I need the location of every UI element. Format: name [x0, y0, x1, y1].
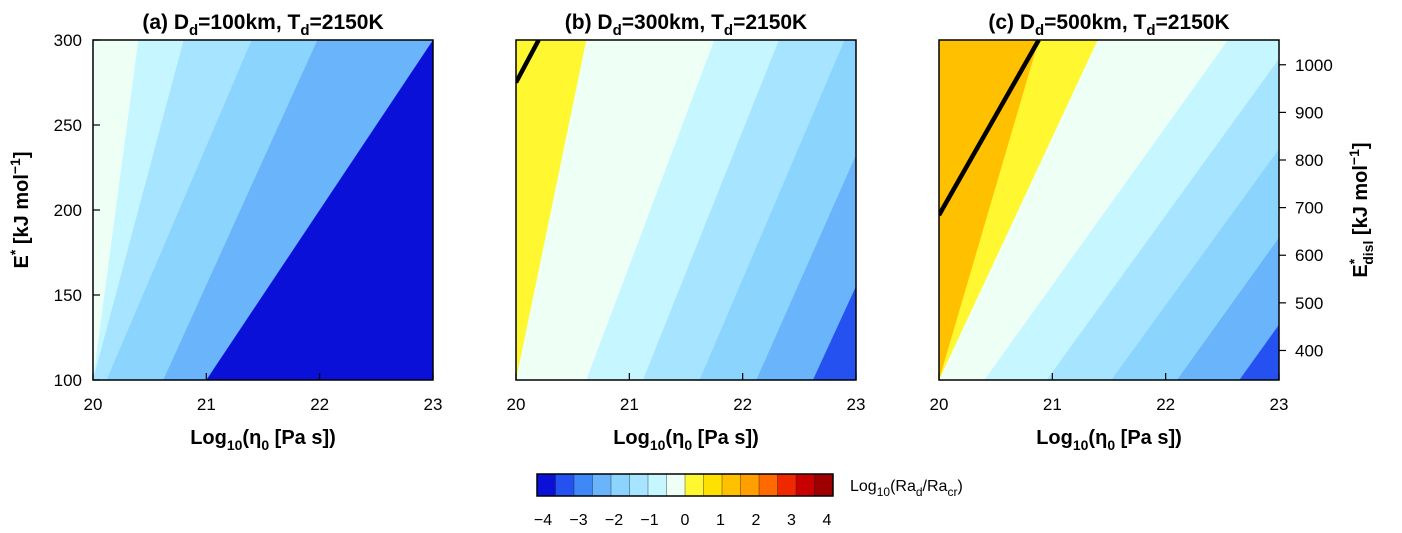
- colorbar-swatch: [795, 473, 815, 497]
- zero-contour-line: [939, 40, 1041, 217]
- colorbar-tick-label: −1: [640, 512, 658, 529]
- panel-b-heatmap: [516, 40, 856, 380]
- colorbar-swatch: [610, 473, 630, 497]
- colorbar-swatch: [814, 473, 834, 497]
- panel-a-x-axis: 20 21 22 23: [84, 373, 443, 414]
- y-tick-label: 200: [54, 201, 82, 220]
- x-tick-label: 21: [1043, 395, 1062, 414]
- colorbar-tick-label: 0: [681, 512, 690, 529]
- panel-c: (c) Dd=500km, Td=2150K 20 21 22 23 400 500 60…: [930, 11, 1376, 453]
- x-tick-label: 21: [620, 395, 639, 414]
- panel-b: (b) Dd=300km, Td=2150K 20 21 22 23 Log10(η0…: [507, 11, 866, 453]
- x-tick-label: 21: [197, 395, 216, 414]
- y2-tick-label: 500: [1295, 294, 1323, 313]
- colorbar-swatch: [555, 473, 575, 497]
- y2-tick-label: 400: [1295, 341, 1323, 360]
- y-tick-label: 150: [54, 286, 82, 305]
- colorbar-tick-label: −4: [534, 512, 552, 529]
- panel-c-x-label: Log10(η0 [Pa s]): [1036, 427, 1182, 453]
- panel-a-x-label: Log10(η0 [Pa s]): [190, 427, 336, 453]
- panel-a: (a) Dd=100km, Td=2150K 20 21 22 23 100 150 20…: [7, 11, 443, 453]
- colorbar-swatch: [536, 473, 556, 497]
- y-tick-label: 300: [54, 31, 82, 50]
- colorbar-swatch: [703, 473, 723, 497]
- y2-tick-label: 600: [1295, 246, 1323, 265]
- panel-b-title: (b) Dd=300km, Td=2150K: [565, 11, 807, 39]
- colorbar-swatch: [666, 473, 686, 497]
- x-tick-label: 22: [310, 395, 329, 414]
- colorbar-swatch: [592, 473, 612, 497]
- colorbar-label: Log10(Rad/Racr): [850, 478, 963, 499]
- panel-b-x-label: Log10(η0 [Pa s]): [613, 427, 759, 453]
- colorbar-tick-label: 3: [787, 512, 796, 529]
- colorbar-swatch: [629, 473, 649, 497]
- colorbar-swatch: [777, 473, 797, 497]
- x-tick-label: 20: [507, 395, 526, 414]
- y2-tick-label: 1000: [1295, 56, 1333, 75]
- y2-tick-label: 900: [1295, 103, 1323, 122]
- panel-a-y-label: E* [kJ mol−1]: [7, 151, 33, 268]
- colorbar-tick-label: 1: [716, 512, 725, 529]
- colorbar-tick-labels: −4 −3 −2 −1 0 1 2 3 4: [534, 512, 832, 529]
- colorbar-frame: [536, 473, 834, 497]
- y-tick-label: 250: [54, 116, 82, 135]
- panel-c-right-y-axis: 400 500 600 700 800 900 1000: [1279, 56, 1333, 360]
- x-tick-label: 22: [733, 395, 752, 414]
- colorbar-swatch: [721, 473, 741, 497]
- colorbar-tick-label: 2: [752, 512, 761, 529]
- colorbar-swatch: [573, 473, 593, 497]
- panel-c-x-axis: 20 21 22 23: [930, 373, 1289, 414]
- panel-b-zero-contour: [516, 40, 541, 84]
- x-tick-label: 23: [847, 395, 866, 414]
- panel-c-title: (c) Dd=500km, Td=2150K: [988, 11, 1229, 39]
- x-tick-label: 20: [84, 395, 103, 414]
- y-tick-label: 100: [54, 371, 82, 390]
- y2-tick-label: 800: [1295, 151, 1323, 170]
- colorbar-tick-label: −3: [569, 512, 587, 529]
- colorbar-swatch: [740, 473, 760, 497]
- panel-c-zero-contour: [939, 40, 1041, 217]
- zero-contour-line: [516, 40, 541, 84]
- colorbar: −4 −3 −2 −1 0 1 2 3 4 Log10(Rad/Racr): [534, 473, 963, 529]
- panel-c-right-y-label: E*disl [kJ mol−1]: [1346, 142, 1376, 277]
- colorbar-swatches: [536, 473, 834, 497]
- panel-a-heatmap: [93, 40, 433, 380]
- colorbar-tick-label: −2: [605, 512, 623, 529]
- colorbar-swatch: [647, 473, 667, 497]
- x-tick-label: 23: [424, 395, 443, 414]
- colorbar-tick-label: 4: [823, 512, 832, 529]
- panel-c-frame: [938, 39, 1280, 381]
- x-tick-label: 20: [930, 395, 949, 414]
- panel-c-heatmap: [939, 40, 1279, 380]
- panel-b-frame: [515, 39, 857, 381]
- x-tick-label: 23: [1270, 395, 1289, 414]
- panel-a-y-axis: 100 150 200 250 300: [54, 31, 100, 390]
- colorbar-swatch: [684, 473, 704, 497]
- colorbar-swatch: [758, 473, 778, 497]
- panel-b-x-axis: 20 21 22 23: [507, 373, 866, 414]
- x-tick-label: 22: [1156, 395, 1175, 414]
- y2-tick-label: 700: [1295, 199, 1323, 218]
- panel-a-title: (a) Dd=100km, Td=2150K: [142, 11, 383, 39]
- heat-band: [812, 286, 856, 380]
